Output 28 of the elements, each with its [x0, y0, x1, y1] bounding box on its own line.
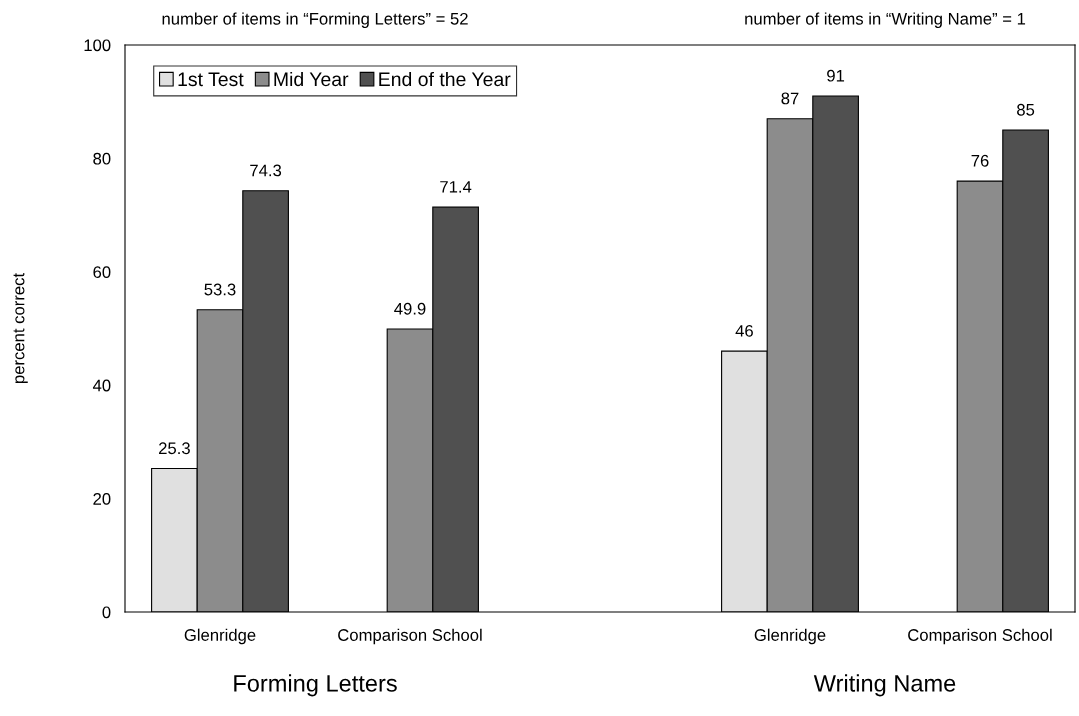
data-label: 71.4 — [440, 181, 472, 193]
x-tick-label: Glenridge — [754, 628, 826, 645]
y-tick-label: 100 — [84, 39, 111, 52]
data-label: 49.9 — [394, 302, 426, 315]
legend-label: End of the Year — [379, 71, 511, 87]
y-axis-title: percent correct — [13, 273, 28, 383]
y-tick-label: 60 — [93, 266, 111, 278]
legend-label: Mid Year — [274, 71, 349, 87]
text: Writing Name — [813, 674, 956, 697]
data-label: 76 — [971, 154, 989, 167]
legend-label: 1st Test — [178, 72, 244, 87]
x-tick-label: Comparison School — [908, 628, 1052, 645]
text: number of items in “Forming Letters” = 52 — [162, 12, 468, 28]
text: number of items in “Writing Name” = 1 — [745, 12, 1026, 28]
data-label: 46 — [735, 324, 753, 337]
y-tick-label: 40 — [92, 379, 111, 392]
y-tick-label: 20 — [93, 493, 111, 505]
data-label: 87 — [781, 92, 799, 105]
data-label: 85 — [1017, 103, 1035, 116]
data-label: 74.3 — [250, 164, 282, 177]
data-label: 53.3 — [204, 283, 236, 296]
text: Forming Letters — [234, 674, 397, 697]
y-tick-label: 0 — [102, 606, 111, 619]
y-tick-label: 80 — [93, 152, 111, 165]
x-tick-label: Comparison School — [338, 628, 482, 645]
data-label: 25.3 — [159, 442, 190, 455]
x-tick-label: Glenridge — [184, 628, 256, 645]
data-label: 91 — [827, 69, 845, 82]
